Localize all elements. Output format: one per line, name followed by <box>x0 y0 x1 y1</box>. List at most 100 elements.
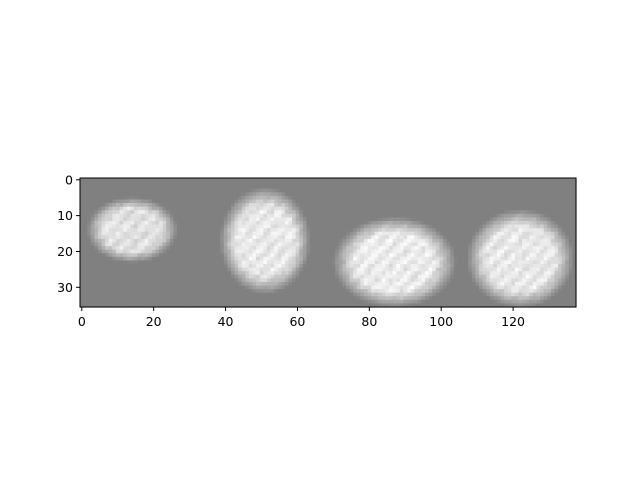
heatmap-cell <box>256 274 261 279</box>
heatmap-cell <box>202 289 207 294</box>
heatmap-cell <box>202 178 207 183</box>
heatmap-cell <box>331 181 336 186</box>
heatmap-cell <box>338 274 343 279</box>
heatmap-cell <box>561 213 566 219</box>
heatmap-cell <box>489 188 494 193</box>
heatmap-cell <box>536 224 541 229</box>
heatmap-cell <box>374 224 379 229</box>
heatmap-cell <box>536 274 541 279</box>
heatmap-cell <box>378 242 383 247</box>
heatmap-cell <box>547 278 552 283</box>
heatmap-cell <box>363 303 369 308</box>
heatmap-cell <box>187 185 193 190</box>
heatmap-cell <box>518 296 523 301</box>
heatmap-cell <box>184 242 189 247</box>
heatmap-cell <box>306 224 311 229</box>
heatmap-cell <box>504 213 509 219</box>
heatmap-cell <box>310 224 315 229</box>
heatmap-cell <box>367 285 372 290</box>
heatmap-cell <box>392 256 397 262</box>
heatmap-cell <box>324 181 329 186</box>
heatmap-cell <box>565 217 570 222</box>
heatmap-cell <box>385 188 390 193</box>
heatmap-cell <box>389 246 394 251</box>
heatmap-cell <box>288 292 293 297</box>
heatmap-cell <box>223 210 228 215</box>
heatmap-cell <box>263 242 268 247</box>
heatmap-cell <box>87 246 92 251</box>
heatmap-cell <box>317 253 322 258</box>
heatmap-cell <box>259 221 264 226</box>
heatmap-cell <box>500 213 505 219</box>
heatmap-cell <box>421 274 426 279</box>
heatmap-cell <box>126 195 131 201</box>
heatmap-cell <box>392 210 397 215</box>
heatmap-cell <box>532 246 538 251</box>
heatmap-cell <box>367 181 372 186</box>
heatmap-cell <box>320 203 325 208</box>
heatmap-cell <box>446 181 451 186</box>
heatmap-cell <box>550 246 556 251</box>
heatmap-cell <box>486 249 491 254</box>
heatmap-cell <box>568 185 573 190</box>
heatmap-cell <box>220 292 225 297</box>
heatmap-cell <box>572 210 577 215</box>
heatmap-cell <box>328 264 333 269</box>
heatmap-cell <box>212 264 218 269</box>
heatmap-cell <box>475 181 480 186</box>
heatmap-cell <box>133 203 139 208</box>
heatmap-cell <box>284 217 290 222</box>
heatmap-cell <box>399 231 405 236</box>
heatmap-cell <box>230 292 236 297</box>
heatmap-cell <box>180 249 185 254</box>
heatmap-cell <box>428 299 433 305</box>
heatmap-cell <box>511 246 516 251</box>
heatmap-cell <box>256 178 261 183</box>
heatmap-cell <box>148 195 153 201</box>
heatmap-cell <box>313 264 318 269</box>
heatmap-cell <box>389 249 394 254</box>
heatmap-cell <box>245 299 250 305</box>
heatmap-cell <box>378 296 383 301</box>
heatmap-cell <box>443 185 448 190</box>
heatmap-cell <box>475 299 480 305</box>
heatmap-cell <box>410 256 415 262</box>
heatmap-cell <box>141 285 146 290</box>
heatmap-cell <box>266 199 272 204</box>
heatmap-cell <box>112 199 117 204</box>
heatmap-cell <box>565 260 570 265</box>
heatmap-cell <box>198 221 203 226</box>
heatmap-cell <box>80 303 85 308</box>
heatmap-cell <box>212 253 218 258</box>
heatmap-cell <box>166 278 171 283</box>
heatmap-cell <box>511 281 516 287</box>
heatmap-cell <box>561 195 566 201</box>
heatmap-cell <box>151 206 157 211</box>
heatmap-cell <box>453 285 458 290</box>
heatmap-cell <box>238 195 243 201</box>
heatmap-cell <box>202 249 207 254</box>
heatmap-cell <box>184 192 189 197</box>
heatmap-cell <box>525 256 530 262</box>
heatmap-cell <box>489 292 494 297</box>
heatmap-cell <box>284 289 290 294</box>
heatmap-cell <box>457 188 462 193</box>
heatmap-cell <box>493 292 498 297</box>
heatmap-cell <box>148 285 153 290</box>
heatmap-cell <box>385 267 390 272</box>
heatmap-cell <box>331 299 336 305</box>
heatmap-cell <box>356 303 361 308</box>
heatmap-cell <box>101 210 106 215</box>
heatmap-cell <box>180 289 185 294</box>
heatmap-cell <box>155 192 160 197</box>
heatmap-cell <box>195 217 200 222</box>
heatmap-cell <box>345 289 351 294</box>
heatmap-cell <box>159 292 164 297</box>
heatmap-cell <box>209 264 214 269</box>
heatmap-cell <box>381 178 387 183</box>
heatmap-cell <box>457 242 462 247</box>
heatmap-cell <box>543 260 548 265</box>
heatmap-cell <box>450 206 455 211</box>
heatmap-cell <box>493 224 498 229</box>
heatmap-cell <box>295 285 300 290</box>
